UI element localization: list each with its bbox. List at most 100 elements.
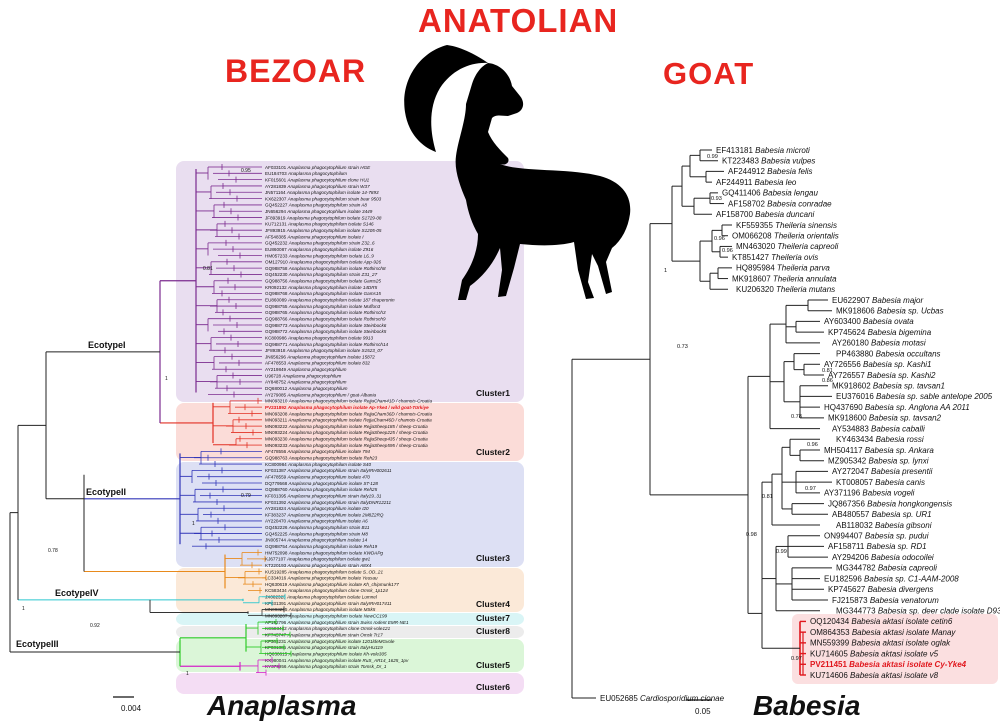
taxon-label: EU622907 Babesia major [832,296,924,305]
taxon-name: Babesia ovata [863,317,914,326]
taxon-label: ON994407 Babesia sp. pudui [824,532,929,541]
taxon-label: MH504117 Babesia sp. Ankara [824,446,934,455]
taxon-name: Anaplasma phagocytophilum isolate 15872 [286,354,375,359]
taxon-name: Anaplasma phagocytophilum isolate RejjaC… [288,411,433,416]
accession: KU206320 [736,285,776,294]
accession: AY220470 [265,519,287,524]
taxon-name: Anaplasma phagocytophilum isolate Kh-vol… [288,651,388,656]
taxon-name: Theileria parva [777,264,830,273]
taxon-label: HQ630619 Anaplasma phagocytophilum isola… [265,582,399,587]
taxon-label: AY848752 Anaplasma phagocytophilum [265,380,347,385]
cluster-label: Cluster7 [476,613,510,623]
taxon-label: JN656296 Anaplasma phagocytophilum isola… [265,354,375,359]
taxon-label: JF893918 Anaplasma phagocytophilum isola… [265,348,383,353]
cluster-label: Cluster5 [476,660,510,670]
taxon-label: GQ988754 Anaplasma phagocytophilum isola… [265,544,378,549]
taxon-label: FJ215873 Babesia venatorum [832,596,939,605]
accession: MK918600 [828,414,869,423]
taxon-label: GQ452225 Anaplasma phagocytophilum strai… [265,531,368,536]
accession: JN656294 [265,209,287,214]
taxon-label: GQ452227 Anaplasma phagocytophilum strai… [265,203,367,208]
taxon-name: Anaplasma phagocytophilum isolate Ap-Yke… [287,405,429,410]
taxon-name: Anaplasma phagocytophilum isolate RejjaS… [288,443,428,448]
taxon-name: Babesia sp. pudui [865,532,929,541]
taxon-name: Anaplasma phagocytophilum strain M8 [288,531,369,536]
taxon-label: OM127910 Anaplasma phagocytophilum isola… [265,260,381,265]
taxon-label: PV211451 Babesia aktasi isolate Cy-Yke4 [810,660,967,669]
taxon-name: Anaplasma phagocytophilum isolate Yeusau [286,576,378,581]
title-anatolian: ANATOLIAN [418,2,619,39]
taxon-label: AB480557 Babesia sp. UR1 [832,510,932,519]
accession: GQ988756 [265,279,289,284]
taxon-name: Anaplasma phagocytophilum clone Omsk-vol… [287,626,391,631]
taxon-name: Anaplasma phagocytophilum isolate Reh19 [288,544,378,549]
taxon-label: KC583432 Anaplasma phagocytophilum clone… [265,626,391,631]
taxon-name: Babesia duncani [755,210,814,219]
taxon-name: Anaplasma phagocytophilum isolate 14DR5 [287,285,378,290]
taxon-name: Anaplasma phagocytophilum isolate Rothir… [288,266,386,271]
taxon-name: Anaplasma phagocytophilum strain A8 [288,203,368,208]
taxon-name: Babesia venatorum [870,596,939,605]
accession: HM057233 [265,253,289,258]
taxon-name: Babesia gibsoni [875,521,932,530]
accession: KT220193 [265,563,287,568]
taxon-name: Babesia sp. UR1 [872,510,932,519]
taxon-name: Babesia sp. tavsan2 [869,414,942,423]
taxon-label: JN005744 Anaplasma phagocytophilum isola… [265,538,368,543]
accession: KU712131 [265,222,288,227]
taxon-name: Anaplasma phagocytophilum isolate App-92… [288,260,381,265]
taxon-label: JN656294 Anaplasma phagocytophilum isola… [265,209,373,214]
accession: KU519285 [265,569,288,574]
taxon-name: Anaplasma phagocytophilum isolate I20 [286,506,369,511]
taxon-name: Anaplasma phagocytophilum strain Swiss r… [286,620,408,625]
taxon-name: Babesia occultans [876,349,941,358]
taxon-name: Anaplasma phagocytophilum isolate Steinb… [288,329,387,334]
support-value: 0.78 [791,414,802,420]
taxon-label: KF031392 Anaplasma phagocytophilum strai… [265,500,392,505]
accession: OM066208 [732,232,774,241]
taxon-label: KC800986 Anaplasma phagocytophilum isola… [265,335,373,340]
taxon-label: HM057233 Anaplasma phagocytophilum isola… [265,253,374,258]
taxon-name: Anaplasma phagocytophilum isolate 794 [286,449,370,454]
taxon-label: MN093208 Anaplasma phagocytophilum isola… [265,411,432,416]
accession: MK918606 [836,307,877,316]
taxon-label: MK918606 Babesia sp. Ucbas [836,307,944,316]
taxon-name: Anaplasma phagocytophilum isolate Rothir… [288,342,389,347]
accession: MN093224 [265,430,289,435]
accession: AF244912 [728,167,767,176]
taxon-label: EU376016 Babesia sp. sable antelope 2005 [836,392,993,401]
taxon-name: Theileria mutans [776,285,835,294]
taxon-label: EU182596 Babesia sp. C1-AAM-2008 [824,574,959,583]
support-value: 0.96 [722,248,733,254]
taxon-label: MN093210 Anaplasma phagocytophilum isola… [265,399,432,404]
taxon-label: MN093222 Anaplasma phagocytophilum isola… [265,424,428,429]
accession: AB480557 [832,510,872,519]
accession: MN093210 [265,399,289,404]
accession: KC800984 [265,462,288,467]
taxon-label: AF192796 Anaplasma phagocytophilum strai… [265,620,409,625]
taxon-label: AY603400 Babesia ovata [824,317,914,326]
accession: JF893919 [265,215,287,220]
taxon-name: Babesia sp. lynxi [868,457,928,466]
accession: KP745624 [828,328,868,337]
accession: MN093222 [265,424,289,429]
taxon-name: Anaplasma phagocytophilum isolate MSk5 [288,607,376,612]
taxon-label: MN093233 Anaplasma phagocytophilum isola… [265,443,428,448]
accession: KX980041 [265,658,288,663]
taxon-label: KF015601 Anaplasma phagocytophilum clone… [265,177,370,182]
taxon-name: Babesia sp. Kashi1 [863,360,932,369]
taxon-name: Anaplasma phagocytophilum isolate RejjaS… [288,430,428,435]
accession: AF478553 [265,361,287,366]
taxon-name: Anaplasma phagocytophilum isolate 832 [286,361,370,366]
ecotype-label: EcotypeIV [55,588,99,598]
accession: KF031392 [265,500,287,505]
taxon-label: KF383231 Anaplasma phagocytophilum isola… [265,639,395,644]
taxon-name: Anaplasma phagocytophilum isolate S_OD_2… [287,569,383,574]
taxon-label: KT223483 Babesia vulpes [722,157,815,166]
taxon-label: KT851427 Theileria ovis [732,253,818,262]
taxon-label: JQ867356 Babesia hongkongensis [828,499,952,508]
taxon-name: Anaplasma phagocytophilum strain Z32_6 [288,241,375,246]
taxon-name: Theileria orientalis [774,232,839,241]
accession: GQ452230 [265,272,289,277]
taxon-name: Anaplasma phagocytophilum isolate ST-128 [288,481,379,486]
